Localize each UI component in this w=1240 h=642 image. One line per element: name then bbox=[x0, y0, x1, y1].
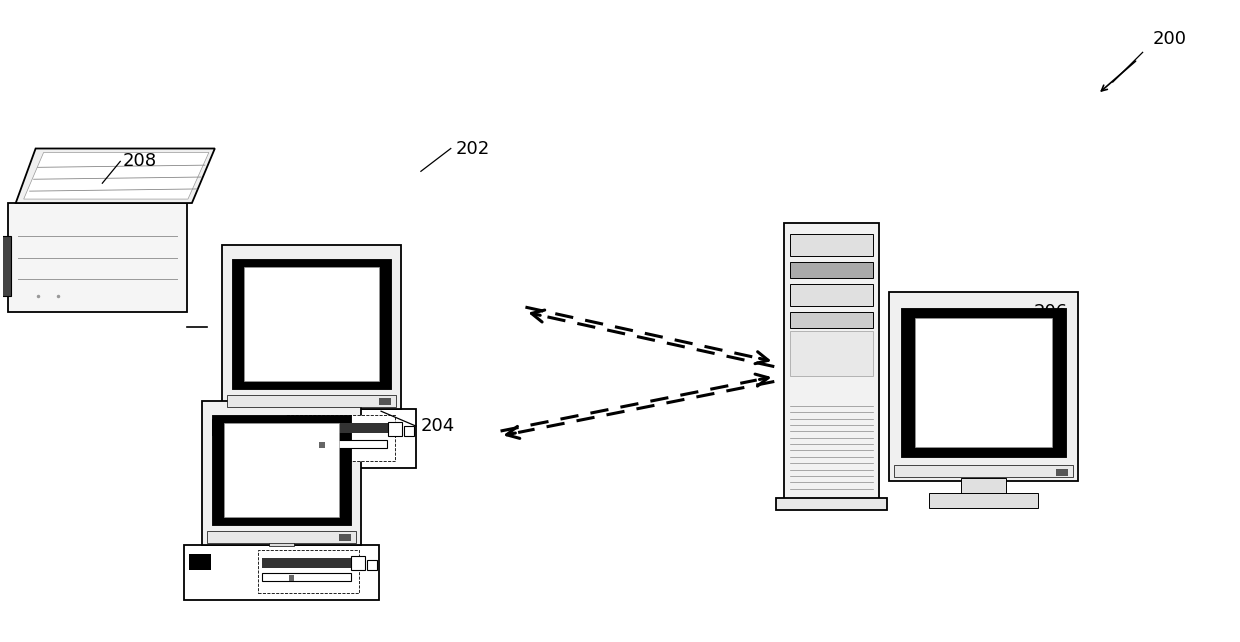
Bar bbox=[790, 311, 873, 328]
Bar bbox=[889, 292, 1078, 481]
Bar bbox=[961, 478, 1006, 496]
Bar bbox=[915, 318, 1052, 447]
Bar bbox=[244, 267, 379, 381]
Bar bbox=[351, 556, 365, 569]
Text: 208: 208 bbox=[123, 152, 156, 170]
Bar bbox=[790, 234, 873, 256]
Bar bbox=[185, 545, 378, 600]
Bar bbox=[379, 398, 391, 404]
Bar bbox=[286, 415, 396, 461]
Bar bbox=[1056, 469, 1068, 476]
Bar bbox=[319, 442, 325, 448]
Bar bbox=[258, 550, 360, 593]
Bar bbox=[903, 310, 1064, 455]
Bar bbox=[262, 558, 355, 568]
Bar bbox=[790, 262, 873, 279]
Bar bbox=[223, 423, 340, 517]
Bar bbox=[262, 573, 351, 581]
Bar bbox=[404, 426, 414, 435]
Bar bbox=[894, 465, 1073, 476]
Bar bbox=[290, 440, 387, 448]
Bar bbox=[790, 284, 873, 306]
Bar bbox=[290, 423, 391, 433]
Bar bbox=[190, 554, 211, 569]
Bar bbox=[222, 245, 401, 409]
Text: 202: 202 bbox=[456, 139, 490, 157]
Bar bbox=[207, 531, 356, 543]
Bar bbox=[776, 498, 887, 510]
Bar bbox=[299, 404, 324, 410]
Bar bbox=[388, 422, 402, 435]
Bar bbox=[269, 540, 294, 546]
Bar bbox=[0, 236, 11, 296]
Bar bbox=[340, 534, 351, 541]
Bar bbox=[289, 575, 294, 581]
Text: 204: 204 bbox=[420, 417, 455, 435]
Bar bbox=[233, 261, 389, 387]
Bar bbox=[212, 419, 233, 435]
Polygon shape bbox=[16, 148, 215, 203]
Bar bbox=[227, 395, 396, 407]
Bar bbox=[790, 331, 873, 376]
Polygon shape bbox=[24, 152, 208, 199]
Bar bbox=[202, 401, 361, 545]
Bar bbox=[213, 417, 350, 523]
Bar bbox=[207, 409, 415, 468]
Text: 206: 206 bbox=[1033, 303, 1068, 321]
Bar bbox=[784, 223, 879, 500]
Bar bbox=[7, 203, 187, 312]
Bar bbox=[929, 492, 1038, 508]
Text: 200: 200 bbox=[1153, 30, 1187, 48]
Bar bbox=[367, 560, 377, 569]
